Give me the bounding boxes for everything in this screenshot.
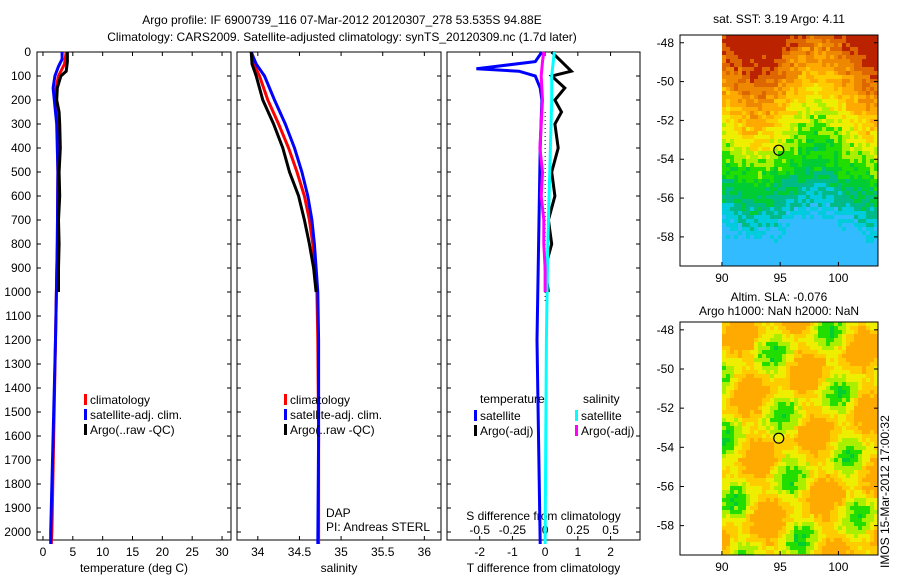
- y-tick-label: 1200: [4, 333, 31, 347]
- y-tick-label: 900: [11, 261, 31, 275]
- y-tick-label: 1300: [4, 357, 31, 371]
- series-line-t-argo-adj-: [543, 50, 575, 293]
- imos-timestamp: IMOS 15-Mar-2012 17:00:32: [878, 415, 892, 568]
- legend-marker: [474, 410, 477, 421]
- x-tick-label: 36: [418, 545, 432, 559]
- x-tick-label: 0: [542, 545, 549, 559]
- x-tick-label: 0: [40, 545, 47, 559]
- legend-label: Argo(..raw -QC): [290, 423, 375, 437]
- y-tick-label: 2000: [4, 525, 31, 539]
- plot-frame: [236, 51, 442, 541]
- y-tick-label: 0: [24, 45, 31, 59]
- legend-label: Argo(-adj): [480, 424, 533, 438]
- legend-marker: [284, 409, 287, 420]
- y-tick-label: 200: [11, 93, 31, 107]
- y-tick-label: 1000: [4, 285, 31, 299]
- legend-marker: [84, 424, 87, 435]
- y-tick-label: 1700: [4, 453, 31, 467]
- x-tick-label: 20: [156, 545, 170, 559]
- panel-salinity: 34 34.5 35 35.5 36 salinity climatologysatelli…: [236, 51, 442, 575]
- plot-frame: [446, 51, 641, 541]
- y-tick-label: 800: [11, 237, 31, 251]
- x2-axis-label: S difference from climatology: [466, 509, 621, 523]
- plot-frame: [36, 51, 232, 541]
- sst-map-image: [722, 35, 878, 266]
- series-line-s-satellite: [543, 51, 556, 545]
- x2-tick-label: -0.25: [499, 523, 527, 537]
- legend-label: satellite: [480, 409, 521, 423]
- figure-title-line2: Climatology: CARS2009. Satellite-adjuste…: [107, 30, 577, 44]
- x-axis-label: salinity: [321, 561, 358, 575]
- x-tick-label: 34.5: [288, 545, 312, 559]
- sla-map-image: [722, 322, 878, 555]
- y-tick-label: 1400: [4, 381, 31, 395]
- x-axis-label: temperature (deg C): [80, 561, 188, 575]
- y-tick-label: 1600: [4, 429, 31, 443]
- legend-label: climatology: [90, 393, 150, 407]
- series-line-argo-raw-qc-: [249, 51, 318, 293]
- legend-label: Argo(..raw -QC): [90, 423, 175, 437]
- x-tick-label: 34: [251, 545, 265, 559]
- series-line-satellite-adj-clim-: [49, 52, 64, 544]
- legend-label: satellite: [581, 409, 622, 423]
- x-tick-label: 1: [575, 545, 582, 559]
- y-tick-label: 500: [11, 165, 31, 179]
- legend-title-temperature: temperature: [480, 392, 545, 406]
- x2-tick-label: 0.25: [566, 523, 590, 537]
- pi-label: PI: Andreas STERL: [326, 520, 430, 534]
- legend-marker: [474, 425, 477, 436]
- x-tick-label: -2: [474, 545, 485, 559]
- x-tick-label: 5: [69, 545, 76, 559]
- legend-marker: [84, 409, 87, 420]
- legend-label: Argo(-adj): [581, 424, 634, 438]
- y-tick-label: 1800: [4, 477, 31, 491]
- y-tick-label: 100: [11, 69, 31, 83]
- x2-tick-label: -0.5: [469, 523, 490, 537]
- x-tick-label: 10: [96, 545, 110, 559]
- legend-label: climatology: [290, 393, 350, 407]
- legend-marker: [284, 394, 287, 405]
- dap-label: DAP: [326, 506, 351, 520]
- y-tick-label: 1100: [5, 309, 31, 323]
- y-tick-label: 1500: [4, 405, 31, 419]
- legend-label: satellite-adj. clim.: [90, 408, 182, 422]
- x-tick-label: 25: [186, 545, 200, 559]
- series-line-t-satellite: [476, 51, 544, 545]
- x-axis-label: T difference from climatology: [467, 561, 621, 575]
- legend-marker: [84, 394, 87, 405]
- x-tick-label: 30: [215, 545, 229, 559]
- x-tick-label: 2: [607, 545, 614, 559]
- y-tick-label: 300: [11, 117, 31, 131]
- legend-label: satellite-adj. clim.: [290, 408, 382, 422]
- x2-tick-label: 0.5: [602, 523, 619, 537]
- legend-marker: [575, 425, 578, 436]
- panel-temperature: 0 5 10 15 20 25 30 temperature (deg C) 0 100 200 30…: [4, 45, 232, 575]
- x-tick-label: 35: [334, 545, 348, 559]
- series-line-argo-raw-qc-: [55, 52, 69, 292]
- y-tick-label: 700: [11, 213, 31, 227]
- y-tick-label: 600: [11, 189, 31, 203]
- x-tick-label: 35.5: [371, 545, 395, 559]
- legend-title-salinity: salinity: [583, 392, 620, 406]
- x-tick-label: -1: [507, 545, 518, 559]
- legend-marker: [284, 424, 287, 435]
- panel-differences: -2 -1 0 1 2 T difference from climatology -0.5…: [446, 50, 641, 575]
- y-tick-label: 1900: [4, 501, 31, 515]
- series-line-satellite-adj-clim-: [249, 51, 321, 545]
- x-tick-label: 15: [126, 545, 140, 559]
- figure-title-line1: Argo profile: IF 6900739_116 07-Mar-2012…: [142, 13, 541, 27]
- y-tick-label: 400: [11, 141, 31, 155]
- series-line-s-argo-adj-: [538, 51, 547, 292]
- legend-marker: [575, 410, 578, 421]
